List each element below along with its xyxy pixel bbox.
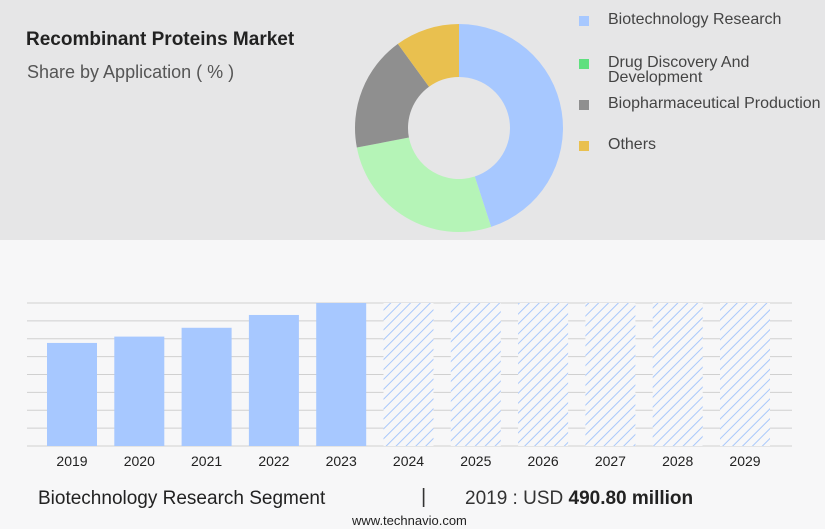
bar-2027 (585, 303, 636, 446)
x-tick-label: 2029 (729, 453, 760, 469)
legend-swatch-others (579, 141, 589, 151)
bar-2024 (383, 303, 434, 446)
footer-divider: | (421, 486, 427, 508)
x-tick-label: 2023 (326, 453, 357, 469)
donut-chart (354, 24, 564, 232)
legend-swatch-biopharmaceutical-production (579, 100, 589, 110)
bar-chart: 2019 2020 2021 2022 2023 2024 2025 2026 2027 2028… (27, 302, 792, 469)
x-tick-label: 2020 (124, 453, 155, 469)
legend-label-others: Others (608, 136, 657, 153)
x-tick-label: 2019 (56, 453, 87, 469)
bar-2026 (518, 303, 569, 446)
x-tick-label: 2028 (662, 453, 693, 469)
legend-label-biotechnology-research: Biotechnology Research (608, 11, 782, 28)
bar-2029 (720, 303, 770, 446)
bar-2028 (652, 303, 703, 446)
x-tick-label: 2027 (595, 453, 626, 469)
x-tick-label: 2026 (528, 453, 559, 469)
bar-2023 (316, 303, 367, 446)
legend-swatch-biotechnology-research (579, 16, 589, 26)
footer-value-amount: 490.80 million (568, 488, 694, 509)
legend-label-drug-discovery: Drug Discovery And Development (608, 54, 750, 86)
x-tick-label: 2022 (258, 453, 289, 469)
chart-subtitle: Share by Application ( % ) (27, 62, 235, 82)
donut-slice-biopharmaceutical-production (354, 43, 430, 148)
x-tick-label: 2025 (460, 453, 491, 469)
x-tick-label: 2021 (191, 453, 222, 469)
bar-2021 (181, 327, 232, 446)
bar-2022 (248, 314, 299, 446)
chart-title: Recombinant Proteins Market (26, 29, 295, 50)
legend-swatch-drug-discovery (579, 59, 589, 69)
footer-value: 2019 : USD 490.80 million (465, 488, 693, 510)
footer-url[interactable]: www.technavio.com (352, 513, 467, 528)
donut-slice-drug-discovery-and-development (356, 137, 492, 232)
donut-slice-others (397, 24, 459, 87)
bar-2019 (47, 342, 97, 446)
footer-segment-label: Biotechnology Research Segment (38, 488, 326, 509)
bar-2020 (114, 336, 165, 446)
donut-slice-biotechnology-research (459, 24, 564, 227)
x-tick-label: 2024 (393, 453, 424, 469)
footer-value-prefix: 2019 : USD (465, 488, 564, 509)
legend-label-biopharmaceutical-production: Biopharmaceutical Production (608, 95, 821, 112)
bar-2025 (450, 303, 501, 446)
